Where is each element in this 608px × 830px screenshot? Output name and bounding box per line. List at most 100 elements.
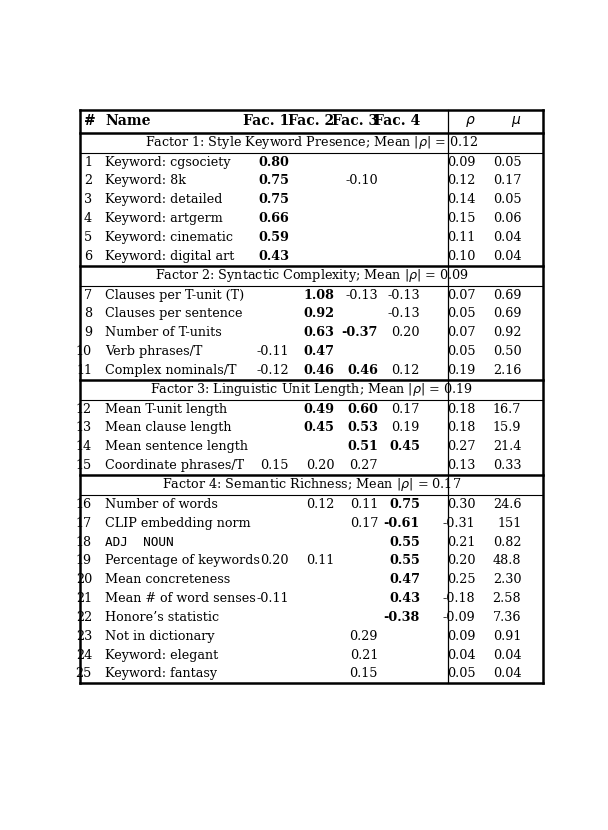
Text: 10: 10 [76,345,92,358]
Text: 0.07: 0.07 [447,326,475,339]
Text: 9: 9 [84,326,92,339]
Text: Mean # of word senses: Mean # of word senses [105,592,256,605]
Text: Factor 2: Syntactic Complexity; Mean $|\rho|$ = 0.09: Factor 2: Syntactic Complexity; Mean $|\… [154,267,469,284]
Text: -0.09: -0.09 [443,611,475,624]
Text: -0.12: -0.12 [257,364,289,377]
Text: 2.30: 2.30 [492,574,521,586]
Text: 0.43: 0.43 [258,250,289,263]
Text: 48.8: 48.8 [492,554,521,568]
Text: Fac. 3: Fac. 3 [332,115,378,129]
Text: Coordinate phrases/T: Coordinate phrases/T [105,459,244,472]
Text: 2.16: 2.16 [493,364,521,377]
Text: 0.19: 0.19 [392,422,420,434]
Text: 0.27: 0.27 [350,459,378,472]
Text: Fac. 1: Fac. 1 [243,115,289,129]
Text: 0.05: 0.05 [492,193,521,207]
Text: 4: 4 [84,212,92,225]
Text: 0.47: 0.47 [303,345,334,358]
Text: Name: Name [105,115,151,129]
Text: 0.05: 0.05 [447,345,475,358]
Text: -0.18: -0.18 [443,592,475,605]
Text: Keyword: fantasy: Keyword: fantasy [105,667,217,681]
Text: Keyword: cinematic: Keyword: cinematic [105,231,233,244]
Text: 0.51: 0.51 [347,440,378,453]
Text: 0.46: 0.46 [303,364,334,377]
Text: 0.07: 0.07 [447,289,475,301]
Text: 0.06: 0.06 [492,212,521,225]
Text: 25: 25 [75,667,92,681]
Text: 0.09: 0.09 [447,630,475,642]
Text: Mean concreteness: Mean concreteness [105,574,230,586]
Text: 0.17: 0.17 [392,403,420,416]
Text: 0.63: 0.63 [303,326,334,339]
Text: 0.05: 0.05 [447,667,475,681]
Text: -0.31: -0.31 [443,516,475,530]
Text: 18: 18 [76,535,92,549]
Text: 17: 17 [76,516,92,530]
Text: CLIP embedding norm: CLIP embedding norm [105,516,251,530]
Text: 2.58: 2.58 [492,592,521,605]
Text: 12: 12 [76,403,92,416]
Text: 15: 15 [76,459,92,472]
Text: 22: 22 [76,611,92,624]
Text: Clauses per T-unit (T): Clauses per T-unit (T) [105,289,244,301]
Text: 24: 24 [76,648,92,662]
Text: 0.20: 0.20 [392,326,420,339]
Text: 15.9: 15.9 [492,422,521,434]
Text: 151: 151 [497,516,521,530]
Text: 16.7: 16.7 [493,403,521,416]
Text: 0.45: 0.45 [389,440,420,453]
Text: Factor 3: Linguistic Unit Length; Mean $|\rho|$ = 0.19: Factor 3: Linguistic Unit Length; Mean $… [150,381,473,398]
Text: 0.05: 0.05 [492,155,521,168]
Text: 0.17: 0.17 [493,174,521,188]
Text: 0.19: 0.19 [447,364,475,377]
Text: Mean T-unit length: Mean T-unit length [105,403,227,416]
Text: Verb phrases/T: Verb phrases/T [105,345,202,358]
Text: 0.29: 0.29 [350,630,378,642]
Text: 0.04: 0.04 [492,231,521,244]
Text: 0.80: 0.80 [258,155,289,168]
Text: 0.10: 0.10 [447,250,475,263]
Text: -0.11: -0.11 [257,592,289,605]
Text: ADJ  NOUN: ADJ NOUN [105,535,174,549]
Text: Keyword: detailed: Keyword: detailed [105,193,223,207]
Text: -0.11: -0.11 [257,345,289,358]
Text: 0.75: 0.75 [258,174,289,188]
Text: 2: 2 [84,174,92,188]
Text: -0.13: -0.13 [387,307,420,320]
Text: 0.20: 0.20 [260,554,289,568]
Text: 0.18: 0.18 [447,403,475,416]
Text: Percentage of keywords: Percentage of keywords [105,554,260,568]
Text: $\mu$: $\mu$ [511,114,521,129]
Text: Factor 4: Semantic Richness; Mean $|\rho|$ = 0.17: Factor 4: Semantic Richness; Mean $|\rho… [162,476,461,494]
Text: 0.92: 0.92 [492,326,521,339]
Text: 0.14: 0.14 [447,193,475,207]
Text: 20: 20 [76,574,92,586]
Text: 0.21: 0.21 [350,648,378,662]
Text: 0.17: 0.17 [350,516,378,530]
Text: 0.20: 0.20 [447,554,475,568]
Text: 19: 19 [76,554,92,568]
Text: 24.6: 24.6 [492,498,521,510]
Text: Keyword: elegant: Keyword: elegant [105,648,218,662]
Text: 0.25: 0.25 [447,574,475,586]
Text: Fac. 2: Fac. 2 [288,115,334,129]
Text: 0.12: 0.12 [392,364,420,377]
Text: 0.55: 0.55 [389,535,420,549]
Text: 0.27: 0.27 [447,440,475,453]
Text: 0.75: 0.75 [258,193,289,207]
Text: 0.45: 0.45 [303,422,334,434]
Text: 0.69: 0.69 [492,307,521,320]
Text: Honore’s statistic: Honore’s statistic [105,611,219,624]
Text: 16: 16 [76,498,92,510]
Text: -0.37: -0.37 [342,326,378,339]
Text: 0.15: 0.15 [447,212,475,225]
Text: -0.10: -0.10 [345,174,378,188]
Text: 0.50: 0.50 [492,345,521,358]
Text: 0.04: 0.04 [492,667,521,681]
Text: 21: 21 [76,592,92,605]
Text: 23: 23 [76,630,92,642]
Text: 0.53: 0.53 [347,422,378,434]
Text: Keyword: cgsociety: Keyword: cgsociety [105,155,231,168]
Text: 0.04: 0.04 [447,648,475,662]
